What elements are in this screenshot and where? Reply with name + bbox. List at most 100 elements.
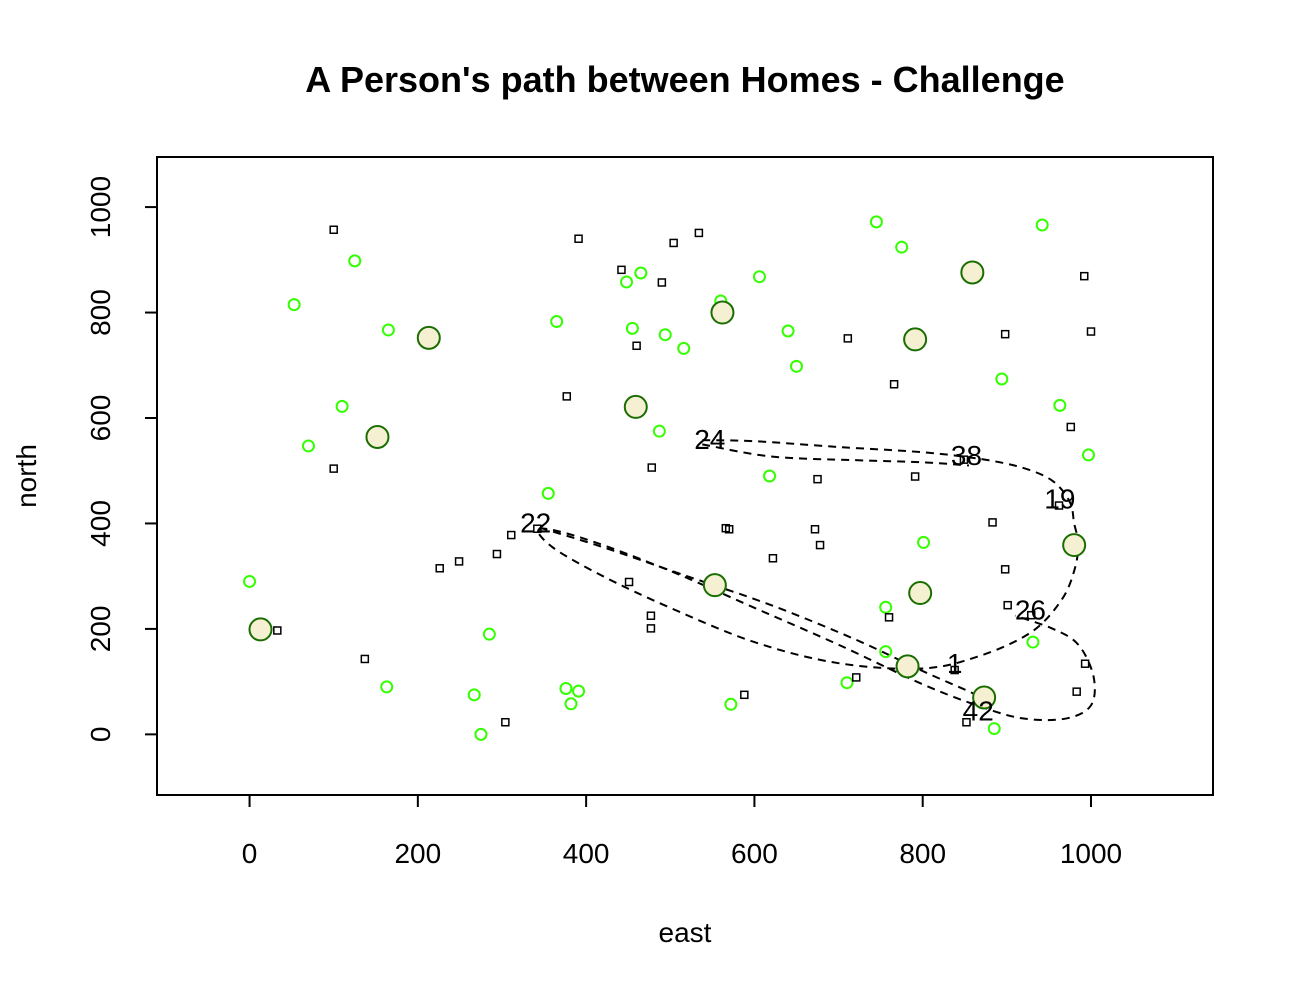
small-circle-point (724, 697, 738, 711)
small-circle-point (467, 688, 481, 702)
square-point (617, 265, 626, 275)
path-lines (537, 439, 1096, 722)
x-tick-label: 600 (731, 838, 778, 869)
square-point (813, 474, 822, 484)
small-circle-point (381, 323, 395, 337)
square-point (435, 564, 444, 573)
small-circle-point (1026, 635, 1040, 649)
large-circle-point (1062, 533, 1087, 558)
small-circle-point (840, 676, 854, 690)
path-label: 19 (1044, 484, 1075, 515)
path-labels: 24 38 19 22 26 142 (520, 424, 1075, 727)
large-circle-point (903, 327, 928, 352)
small-circle-point (559, 681, 573, 695)
square-point (562, 392, 572, 401)
small-circle-point (995, 372, 1009, 386)
square-point (724, 525, 734, 534)
square-point (657, 278, 667, 287)
path-label: 26 (1015, 594, 1046, 625)
y-tick-label: 800 (85, 289, 116, 336)
small-circle-point (677, 341, 691, 355)
large-circle-point (960, 260, 985, 285)
square-point (988, 518, 997, 527)
small-circle-point (652, 424, 666, 438)
square-point (1000, 565, 1010, 574)
path-label: 22 (520, 507, 551, 538)
large-circle-point (972, 685, 997, 710)
small-circle-point (1053, 398, 1067, 412)
square-point (574, 234, 583, 243)
y-tick-label: 1000 (85, 176, 116, 238)
square-point (1027, 610, 1036, 620)
square-point (329, 225, 338, 235)
square-point (1054, 501, 1064, 510)
path-label: 42 (963, 696, 994, 727)
small-circle-point (287, 298, 301, 312)
square-point (1000, 329, 1010, 339)
square-point (647, 463, 657, 472)
path-label: 1 (947, 648, 963, 679)
path-label: 24 (694, 424, 725, 455)
x-axis-label: east (659, 917, 712, 948)
square-point (273, 626, 282, 635)
small-circle-point (474, 727, 488, 741)
y-axis-label: north (11, 444, 42, 508)
path-line-segment (539, 526, 983, 699)
square-point (533, 524, 542, 533)
small-circle-point (380, 680, 394, 694)
square-point (492, 549, 502, 559)
square-point (632, 341, 641, 351)
y-axis: 0 200 400 600 800 1000 (85, 176, 158, 743)
small-circle-point (917, 535, 931, 549)
path-label: 38 (951, 440, 982, 471)
y-tick-label: 0 (85, 727, 116, 743)
small-circle-point (1081, 448, 1095, 462)
small-circle-point (1035, 218, 1049, 232)
square-point (506, 530, 516, 540)
small-circle-point (564, 697, 578, 711)
square-point (959, 455, 969, 464)
square-point (1072, 687, 1081, 696)
square-point (815, 540, 825, 550)
small-circle-point (658, 328, 672, 342)
square-point (624, 577, 634, 587)
square-point (884, 613, 894, 622)
path-line-segment (702, 443, 970, 467)
plot-frame (156, 156, 1214, 796)
square-point (740, 690, 749, 700)
square-point (646, 624, 656, 633)
small-circle-point (869, 215, 883, 229)
large-circle-point (416, 325, 441, 350)
square-point (1080, 659, 1090, 668)
chart-title: A Person's path between Homes - Challeng… (305, 59, 1064, 100)
y-tick-label: 400 (85, 500, 116, 547)
small-circle-point (620, 275, 634, 289)
square-point (810, 525, 820, 534)
x-tick-label: 1000 (1060, 838, 1122, 869)
small-circle-point (301, 439, 315, 453)
large-circle-point (248, 617, 273, 642)
large-circle-point (895, 654, 920, 679)
small-circle-point (752, 270, 766, 284)
square-point (851, 673, 861, 682)
square-point (360, 654, 370, 664)
small-circle-point (763, 469, 777, 483)
large-circle-point (623, 394, 648, 419)
square-point (889, 380, 899, 389)
small-circle-point (572, 684, 586, 698)
small-circle-point (348, 254, 362, 268)
small-circle-point (335, 399, 349, 413)
square-point (1080, 271, 1089, 281)
x-tick-label: 400 (563, 838, 610, 869)
small-circle-point (789, 359, 803, 373)
x-tick-label: 0 (242, 838, 258, 869)
square-point (454, 557, 464, 566)
path-line-main (537, 439, 1096, 722)
small-circle-point (541, 486, 555, 500)
small-circle-point (895, 240, 909, 254)
small-circle-point (550, 315, 564, 329)
small-circle-point (987, 722, 1001, 736)
square-point (1066, 422, 1076, 432)
y-tick-label: 200 (85, 606, 116, 653)
